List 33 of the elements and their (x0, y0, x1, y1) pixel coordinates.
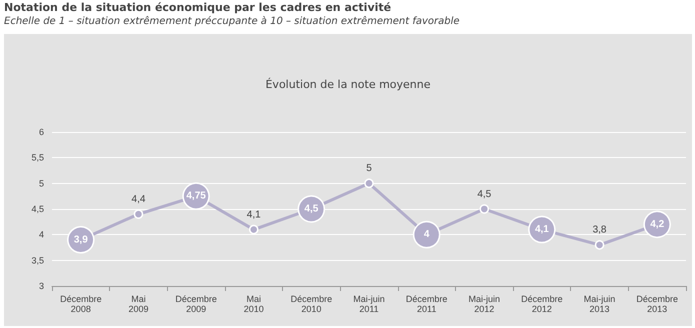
y-tick-label: 4 (38, 230, 44, 240)
x-tick-label: Décembre 2013 (636, 294, 678, 314)
x-tick-label: Mai-juin 2011 (353, 294, 385, 314)
data-label: 3,8 (592, 224, 607, 236)
x-tick-label: Décembre 2009 (175, 294, 217, 314)
x-tick-label: Mai 2010 (244, 294, 264, 314)
chart-subtitle: Echelle de 1 – situation extrêmement préccupante à 10 – situation extrêmement favorable (4, 16, 460, 27)
x-tick-label: Décembre 2012 (521, 294, 563, 314)
x-tick-label: Mai-juin 2012 (468, 294, 500, 314)
data-label: 4,1 (534, 224, 550, 236)
y-tick-label: 4,5 (31, 204, 44, 214)
data-label: 4,2 (650, 218, 665, 230)
data-label: 3,9 (74, 234, 88, 246)
data-label: 4,4 (132, 194, 146, 205)
text: Évolution de la note moyenne (265, 77, 431, 91)
y-tick-label: 3,5 (31, 255, 44, 266)
y-tick-label: 5,5 (31, 152, 44, 163)
x-tick-label: Décembre 2008 (60, 294, 102, 314)
y-tick-label: 5 (38, 178, 44, 188)
point (412, 220, 440, 248)
data-label: 4 (424, 229, 430, 240)
y-tick-label: 3 (38, 281, 44, 291)
data-label: 4,75 (186, 190, 206, 202)
chart-title: Notation de la situation économique par les cadres en activité (4, 1, 392, 14)
data-label: 5 (366, 163, 372, 174)
y-tick-label: 6 (38, 127, 44, 137)
data-label: 4,1 (246, 209, 262, 220)
x-tick-label: Mai-juin 2013 (584, 294, 616, 314)
x-tick-label: Décembre 2011 (406, 294, 448, 314)
data-label: 4,5 (304, 204, 319, 214)
data-label: 4,5 (477, 188, 492, 200)
x-tick-label: Décembre 2010 (290, 294, 332, 314)
x-tick-label: Mai 2009 (128, 294, 148, 314)
